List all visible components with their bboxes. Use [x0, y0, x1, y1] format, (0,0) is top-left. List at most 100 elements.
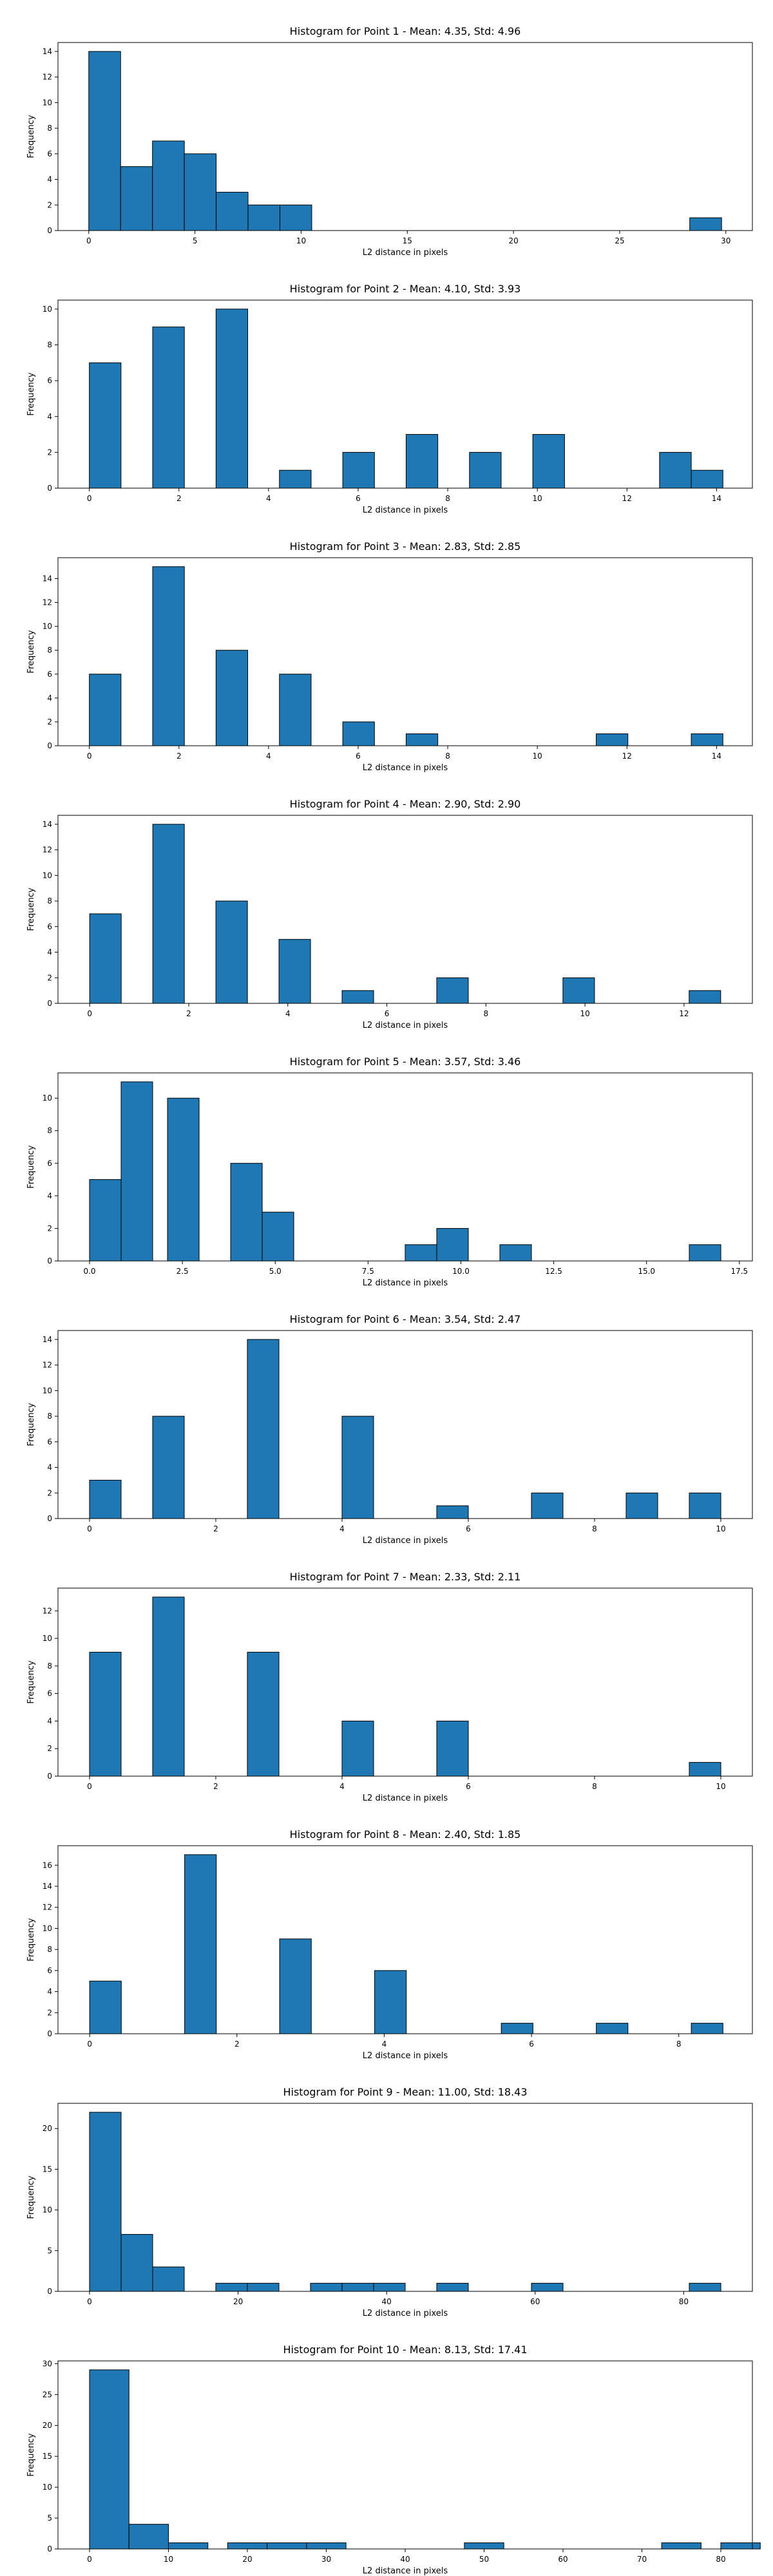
chart-title: Histogram for Point 9 - Mean: 11.00, Std…	[283, 2086, 527, 2098]
histogram-bar	[436, 1227, 469, 1262]
y-axis-label: Frequency	[26, 887, 36, 931]
histogram-bar	[89, 1179, 122, 1262]
y-tick-label: 2	[47, 1488, 52, 1497]
x-tick-label: 2	[213, 1782, 218, 1791]
x-tick-label: 70	[637, 2555, 647, 2564]
y-tick-label: 5	[47, 2246, 52, 2255]
histogram-bar	[341, 990, 374, 1004]
y-axis-label: Frequency	[26, 1403, 36, 1446]
x-tick-label: 80	[716, 2555, 725, 2564]
x-tick-label: 10	[716, 1524, 725, 1533]
histogram-bar	[152, 2266, 185, 2292]
histogram-bar	[262, 1211, 294, 1262]
histogram-bar	[532, 434, 565, 489]
y-tick-label: 14	[43, 574, 52, 583]
y-tick-label: 12	[43, 846, 52, 855]
histogram-bar	[215, 308, 249, 489]
x-axis-label: L2 distance in pixels	[363, 506, 448, 515]
y-tick-label: 6	[47, 922, 52, 931]
y-tick-label: 6	[47, 1159, 52, 1168]
chart-title: Histogram for Point 2 - Mean: 4.10, Std:…	[290, 283, 521, 295]
x-tick-label: 0	[87, 2555, 92, 2564]
x-tick-label: 40	[382, 2297, 392, 2306]
y-tick-label: 4	[47, 694, 52, 703]
y-tick-label: 10	[43, 871, 52, 880]
x-tick-label: 30	[321, 2555, 331, 2564]
x-tick-label: 4	[339, 1782, 345, 1791]
histogram-bar	[596, 733, 629, 746]
plot-frame	[57, 42, 753, 231]
y-tick-label: 0	[47, 1514, 52, 1523]
x-tick-label: 2.5	[177, 1267, 189, 1276]
y-axis-label: Frequency	[26, 2433, 36, 2476]
y-tick-label: 4	[47, 1716, 52, 1725]
histogram-bar	[531, 1492, 564, 1519]
histogram-bar	[691, 2023, 723, 2034]
x-tick-label: 8	[445, 752, 450, 761]
y-tick-label: 12	[43, 1606, 52, 1615]
x-tick-label: 4	[382, 2040, 387, 2049]
histogram-panel-8: Histogram for Point 8 - Mean: 2.40, Std:…	[26, 1828, 753, 2061]
y-tick-label: 10	[43, 622, 52, 631]
chart-title: Histogram for Point 4 - Mean: 2.90, Std:…	[290, 798, 521, 810]
x-axis-label: L2 distance in pixels	[363, 2566, 448, 2576]
y-tick-label: 30	[43, 2359, 52, 2368]
y-tick-label: 15	[43, 2452, 52, 2461]
y-tick-label: 25	[43, 2390, 52, 2399]
y-axis-label: Frequency	[26, 115, 36, 158]
histogram-bar	[215, 2282, 248, 2292]
plot-frame	[57, 815, 753, 1004]
histogram-bar	[469, 451, 502, 489]
x-tick-label: 6	[466, 1782, 471, 1791]
x-tick-label: 40	[400, 2555, 410, 2564]
histogram-bar	[247, 2282, 280, 2292]
histogram-bar	[152, 566, 185, 746]
histogram-bar	[279, 469, 312, 489]
histogram-bar	[562, 977, 595, 1004]
histogram-bar	[689, 217, 722, 231]
y-tick-label: 14	[43, 47, 52, 56]
histogram-bar	[689, 1492, 721, 1519]
x-axis-label: L2 distance in pixels	[363, 2051, 448, 2061]
histogram-bar	[120, 1081, 153, 1262]
histogram-bar	[436, 977, 469, 1004]
histogram-bar	[89, 2369, 129, 2550]
plot-frame	[57, 2103, 753, 2292]
histogram-bar	[247, 1339, 280, 1519]
plot-frame	[57, 1845, 753, 2034]
x-axis-label: L2 distance in pixels	[363, 1278, 448, 1288]
y-tick-label: 0	[47, 2029, 52, 2038]
histogram-bar	[279, 1938, 312, 2034]
histogram-bar	[152, 824, 185, 1004]
histogram-bar	[89, 913, 122, 1004]
histogram-bar	[436, 1720, 469, 1777]
chart-title: Histogram for Point 10 - Mean: 8.13, Std…	[283, 2344, 527, 2356]
y-tick-label: 0	[47, 999, 52, 1008]
x-tick-label: 17.5	[730, 1267, 748, 1276]
y-axis-label: Frequency	[26, 1660, 36, 1703]
histogram-bar	[152, 1416, 185, 1519]
x-tick-label: 8	[592, 1524, 597, 1533]
histogram-bar	[342, 721, 375, 746]
x-tick-label: 0	[87, 494, 92, 503]
histogram-bar	[89, 362, 122, 489]
histogram-bar	[280, 204, 312, 231]
y-tick-label: 10	[43, 1386, 52, 1395]
histogram-bar	[464, 2542, 504, 2550]
y-tick-label: 2	[47, 973, 52, 982]
y-tick-label: 5	[47, 2514, 52, 2523]
x-tick-label: 80	[679, 2297, 689, 2306]
x-tick-label: 12	[679, 1009, 689, 1018]
y-tick-label: 0	[47, 2287, 52, 2296]
y-tick-label: 14	[43, 1335, 52, 1344]
histogram-bar	[89, 2112, 122, 2292]
x-tick-label: 2	[186, 1009, 191, 1018]
histogram-bar	[88, 51, 121, 231]
histogram-panel-2: Histogram for Point 2 - Mean: 4.10, Std:…	[26, 283, 753, 515]
x-tick-label: 50	[479, 2555, 489, 2564]
y-tick-label: 12	[43, 598, 52, 607]
x-axis-label: L2 distance in pixels	[363, 763, 448, 773]
x-tick-label: 10	[296, 236, 306, 245]
x-tick-label: 0	[87, 1524, 92, 1533]
histogram-bar	[120, 2234, 153, 2292]
